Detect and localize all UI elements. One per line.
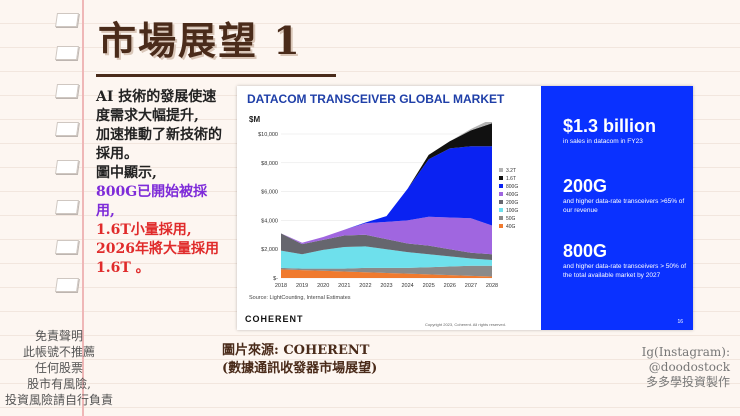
stat-value: $1.3 billion (563, 116, 657, 136)
body-line: 採用。 (96, 146, 138, 162)
margin-line (82, 0, 84, 416)
area-series-200g (281, 233, 492, 260)
copyright: Copyright 2023, Coherent. All rights res… (425, 322, 506, 327)
area-series-50g (281, 265, 492, 277)
y-tick-label: $- (273, 276, 278, 282)
binder-tab (55, 46, 79, 60)
body-line: 1.6T小量採用, (96, 222, 192, 238)
binder-tab (55, 13, 79, 27)
legend-swatch (499, 176, 503, 180)
area-series-1-6t (281, 123, 492, 243)
y-tick-label: $4,000 (261, 218, 278, 224)
credit-line: Ig(Instagram): (641, 345, 730, 359)
x-tick-label: 2018 (275, 283, 287, 289)
credit-line: 多多學投資製作 (645, 375, 730, 389)
body-line: 圖中顯示, (96, 165, 157, 181)
area-series-800g (281, 146, 492, 243)
body-line: 800G已開始被採 (96, 184, 208, 200)
author-credit: Ig(Instagram): @doodostock 多多學投資製作 (642, 345, 730, 390)
disclaimer-line: 任何股票 (34, 361, 83, 375)
x-tick-label: 2028 (486, 283, 498, 289)
stat-description: and higher data-rate transceivers >65% o… (563, 198, 685, 214)
binder-tab (55, 122, 79, 136)
x-tick-label: 2027 (465, 283, 477, 289)
x-tick-label: 2024 (401, 283, 413, 289)
area-series-100g (281, 246, 492, 269)
y-tick-label: $2,000 (261, 247, 278, 253)
slide-title: DATACOM TRANSCEIVER GLOBAL MARKET (247, 92, 505, 106)
body-line: 用, (96, 203, 115, 219)
legend-swatch (499, 192, 503, 196)
page-number: 16 (677, 319, 683, 325)
binder-tab (55, 160, 79, 174)
legend-swatch (499, 224, 503, 228)
binder-tab (55, 278, 79, 292)
legend-label: 200G (506, 200, 518, 206)
stat-value: 200G (563, 176, 608, 196)
stats-panel: $1.3 billion in sales in datacom in FY23… (541, 86, 693, 330)
legend-swatch (499, 200, 503, 204)
x-tick-label: 2023 (380, 283, 392, 289)
binder-tab (55, 240, 79, 254)
y-tick-label: $10,000 (258, 132, 278, 138)
y-tick-label: $8,000 (261, 161, 278, 167)
coherent-slide-image: DATACOM TRANSCEIVER GLOBAL MARKET $M $- $… (237, 86, 693, 330)
binder-tab (55, 84, 79, 98)
body-text: AI 技術的發展使速 度需求大幅提升, 加速推動了新技術的 採用。圖中顯示, 800G已… (96, 88, 246, 278)
area-series-400g (281, 216, 492, 255)
legend-swatch (499, 208, 503, 212)
area-series-40g (281, 269, 492, 278)
body-line: 度需求大幅提升, (96, 108, 199, 124)
body-line: 1.6T 。 (96, 260, 150, 276)
body-line: 2026年將大量採用 (96, 241, 219, 257)
title-underline (96, 74, 336, 77)
disclaimer-line: 投資風險請自行負責 (4, 393, 113, 407)
x-tick-label: 2026 (444, 283, 456, 289)
legend-label: 3.2T (506, 168, 516, 174)
page-title: 市場展望 1 (98, 18, 302, 63)
legend-swatch (499, 216, 503, 220)
legend-label: 1.6T (506, 176, 516, 182)
source-note: Source: LightCounting, Internal Estimate… (249, 295, 351, 301)
legend-label: 40G (506, 224, 516, 230)
x-tick-label: 2025 (423, 283, 435, 289)
caption-source: 圖片來源: COHERENT (222, 343, 370, 358)
stat-description: and higher data-rate transceivers > 50% … (563, 263, 687, 279)
credit-line: @doodostock (648, 360, 730, 374)
disclaimer-line: 股市有風險, (27, 377, 91, 391)
x-tick-label: 2022 (359, 283, 371, 289)
x-tick-label: 2021 (338, 283, 350, 289)
legend-label: 800G (506, 184, 518, 190)
x-tick-label: 2020 (317, 283, 329, 289)
disclaimer-line: 免責聲明 (34, 329, 83, 343)
caption-subtitle: (數據通訊收發器市場展望) (222, 361, 378, 376)
y-tick-label: $6,000 (261, 190, 278, 196)
body-line: AI 技術的發展使速 (96, 89, 217, 105)
legend-label: 100G (506, 208, 518, 214)
market-area-chart: $- $2,000 $4,000 $6,000 $8,000 $10,000 2018 201… (258, 122, 518, 289)
body-line: 加速推動了新技術的 (96, 127, 222, 143)
legend-swatch (499, 184, 503, 188)
binder-tab (55, 200, 79, 214)
disclaimer-line: 此帳號不推薦 (22, 345, 95, 359)
legend-label: 50G (506, 216, 516, 222)
stat-value: 800G (563, 241, 608, 261)
legend-label: 400G (506, 192, 518, 198)
disclaimer: 免責聲明 此帳號不推薦 任何股票 股市有風險, 投資風險請自行負責 (0, 328, 118, 408)
coherent-logo: COHERENT (245, 314, 304, 324)
legend-swatch (499, 168, 503, 172)
image-caption: 圖片來源: COHERENT (數據通訊收發器市場展望) (222, 342, 377, 378)
stat-description: in sales in datacom in FY23 (563, 138, 643, 145)
x-tick-label: 2019 (296, 283, 308, 289)
units-label: $M (249, 115, 261, 124)
